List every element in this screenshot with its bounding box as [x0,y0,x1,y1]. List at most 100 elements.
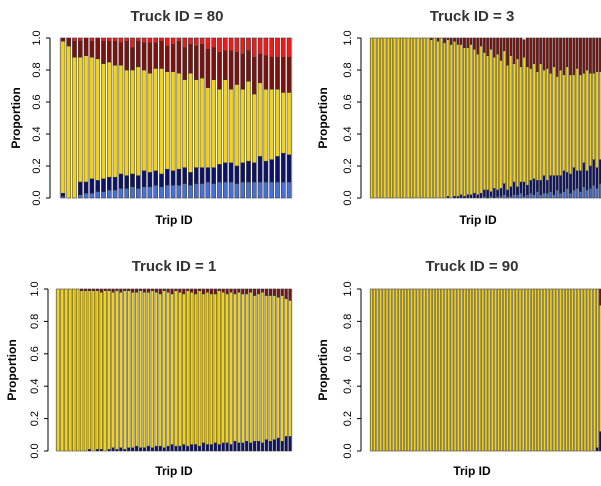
bar-segment-yellow [376,288,380,452]
y-axis: 0.0 0.2 0.4 0.6 0.8 1.0 [342,281,362,459]
bar-segment-darkred [559,37,563,71]
bar-segment-navy [284,436,288,452]
bar-segment-navy [213,442,217,452]
bar-segment-yellow [532,63,536,180]
bar-segment-yellow [422,288,426,452]
bar-segment-darkred [532,37,536,64]
bar-segment-darkred [569,37,572,76]
bar-segment-navy [512,181,516,196]
bar-segment-yellow [447,288,451,452]
bar-segment-yellow [435,288,438,452]
bar-segment-darkred [190,288,194,293]
bar-segment-yellow [193,79,199,168]
bar-segment-blue [176,184,182,199]
bar-segment-yellow [75,288,80,452]
bar-segment-darkred [512,37,516,64]
bar-segment-navy [522,181,526,197]
y-tick-label: 1.0 [342,30,354,45]
bar-segment-yellow [158,293,162,447]
bar-segment-darkred [286,56,292,93]
bar-segment-yellow [228,88,234,164]
bar-segment-navy [264,439,269,452]
bar-segment-yellow [280,295,284,442]
bar-segment-yellow [512,288,516,452]
bar-group [56,288,292,452]
bar-segment-yellow [559,69,563,176]
bar-segment-red [275,37,280,58]
bar-segment-yellow [388,288,392,452]
bar-segment-darkred [205,48,211,88]
bar-segment-navy [147,172,153,188]
bar-segment-darkred [256,288,261,295]
bar-segment-darkred [245,288,249,295]
bar-segment-darkred [288,288,292,301]
bar-segment-yellow [515,288,519,452]
bar-segment-yellow [272,295,276,440]
bar-segment-yellow [241,293,245,444]
y-axis-label: Proportion [9,87,23,148]
bar-segment-red [153,37,159,44]
bar-segment-yellow [162,290,166,449]
bar-segment-blue [512,194,516,199]
bar-segment-yellow [79,290,84,452]
bar-segment-navy [142,447,147,452]
bar-segment-yellow [89,56,95,180]
bar-segment-blue [147,186,153,199]
bar-segment-yellow [373,37,377,199]
bar-segment-darkred [162,288,166,291]
bar-segment-yellow [107,290,111,450]
bar-segment-darkred [552,37,556,68]
bar-segment-yellow [500,288,503,452]
bar-segment-navy [228,162,234,183]
bar-segment-red [193,37,199,47]
bar-segment-darkred [159,40,164,69]
bar-segment-red [164,37,170,47]
bar-segment-navy [135,175,141,189]
bar-segment-darkred [529,37,533,69]
bar-segment-darkred [146,288,151,293]
bar-segment-yellow [66,45,72,199]
bar-segment-yellow [450,288,454,452]
bar-segment-yellow [583,288,587,452]
bar-segment-blue [572,189,576,199]
bar-segment-yellow [131,291,135,449]
bar-segment-navy [245,441,249,452]
bar-segment-blue [582,186,586,199]
bar-segment-darkred [182,47,188,80]
bar-segment-blue [205,181,211,199]
bar-segment-red [199,37,205,45]
bar-segment-darkred [107,288,111,291]
bar-segment-darkred [66,37,72,47]
bar-segment-yellow [521,288,525,452]
bar-segment-navy [146,445,151,452]
bar-segment-navy [565,172,569,189]
bar-segment-yellow [252,295,257,442]
bar-segment-darkred [225,288,229,295]
bar-segment-blue [222,181,228,199]
bar-segment-darkred [72,40,77,58]
x-axis-label: Trip ID [155,213,193,227]
bar-segment-navy [199,167,205,184]
bar-segment-darkred [496,37,500,55]
bar-segment-red [141,37,147,44]
bar-segment-blue [519,192,523,199]
y-tick-label: 0.6 [342,94,354,109]
bar-segment-blue [529,192,533,199]
bar-segment-navy [272,439,276,452]
bar-segment-navy [525,184,529,196]
bar-segment-darkred [280,288,284,296]
y-tick-label: 0.2 [31,158,43,173]
bar-segment-yellow [534,288,537,452]
bar-segment-darkred [127,288,131,291]
bar-segment-yellow [463,47,466,197]
bar-segment-navy [575,170,579,189]
bar-segment-darkred [472,37,476,50]
bar-segment-darkred [95,288,99,291]
y-tick-label: 1.0 [342,281,354,296]
bar-segment-navy [288,436,292,452]
bar-segment-blue [275,181,280,199]
bar-segment-blue [217,181,222,199]
bar-segment-darkred [446,37,450,40]
bar-segment-darkred [595,37,599,72]
bar-segment-navy [588,165,592,189]
